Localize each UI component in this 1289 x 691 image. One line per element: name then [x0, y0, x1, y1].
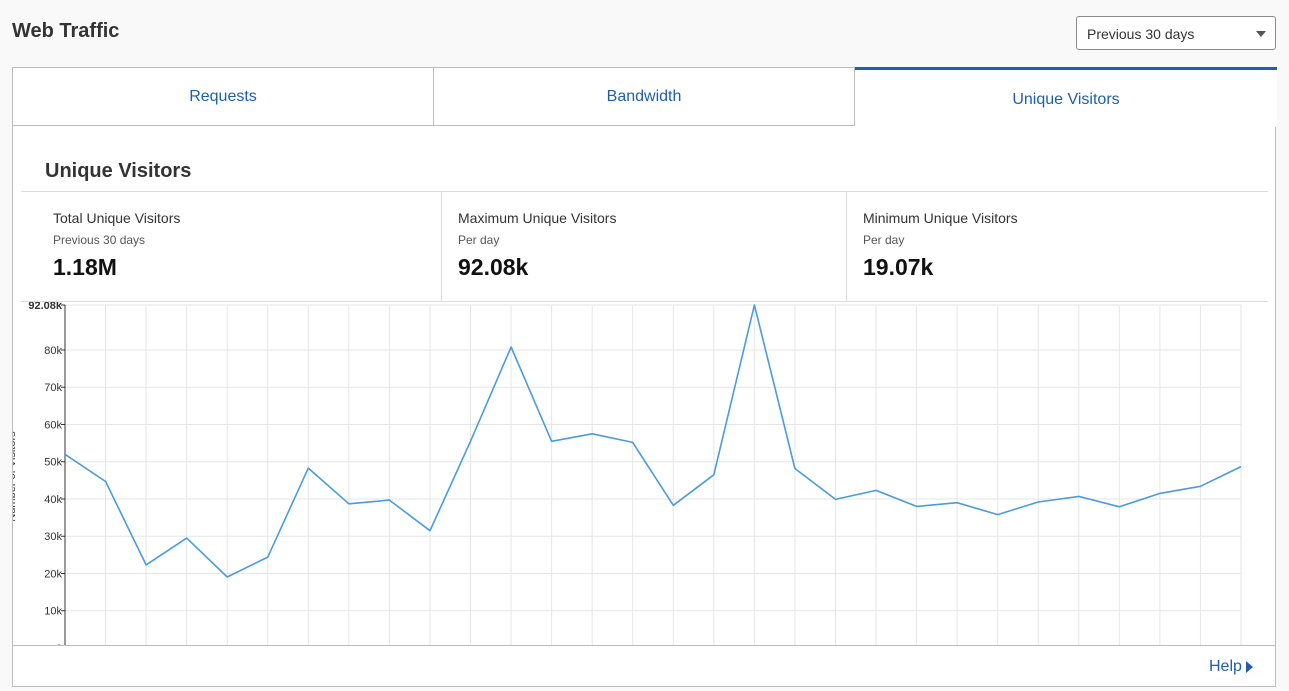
help-link[interactable]: Help: [1209, 658, 1253, 676]
tab-unique-visitors[interactable]: Unique Visitors: [855, 67, 1277, 127]
date-range-select[interactable]: Previous 30 days: [1076, 16, 1276, 50]
section-title: Unique Visitors: [45, 160, 192, 182]
stat-value: 1.18M: [53, 254, 117, 280]
stat-total-unique-visitors: Total Unique Visitors Previous 30 days 1…: [21, 192, 442, 302]
y-tick-label: 10k: [44, 606, 62, 618]
y-axis-title: Number of Visitors: [13, 431, 18, 522]
traffic-panel: Requests Bandwidth Unique Visitors Uniqu…: [6, 67, 1277, 687]
y-tick-label: 50k: [44, 457, 62, 469]
y-tick-label: 20k: [44, 568, 62, 580]
stat-label: Maximum Unique Visitors: [458, 210, 617, 226]
y-tick-label: 80k: [44, 345, 62, 357]
stat-value: 19.07k: [863, 254, 934, 280]
stat-label: Total Unique Visitors: [53, 210, 181, 226]
y-tick-label: 92.08k: [28, 302, 63, 312]
help-label: Help: [1209, 658, 1242, 675]
stat-max-unique-visitors: Maximum Unique Visitors Per day 92.08k: [442, 192, 847, 302]
stat-sublabel: Per day: [863, 233, 905, 247]
chart-svg: 010k20k30k40k50k60k70k80k92.08k03 AMSun …: [6, 300, 1258, 687]
tab-requests[interactable]: Requests: [13, 68, 434, 126]
divider: [21, 191, 1268, 192]
y-tick-label: 30k: [44, 531, 62, 543]
tab-bandwidth[interactable]: Bandwidth: [434, 68, 855, 126]
y-tick-label: 60k: [44, 419, 62, 431]
date-range-value: Previous 30 days: [1087, 26, 1195, 42]
caret-down-icon: [1256, 31, 1266, 37]
visitors-line-chart: 010k20k30k40k50k60k70k80k92.08k03 AMSun …: [6, 300, 1275, 687]
y-tick-label: 40k: [44, 494, 62, 506]
stat-label: Minimum Unique Visitors: [863, 210, 1018, 226]
y-tick-label: 70k: [44, 382, 62, 394]
stat-sublabel: Previous 30 days: [53, 233, 146, 247]
series-line: [64, 304, 1242, 578]
stat-sublabel: Per day: [458, 233, 500, 247]
divider: [13, 645, 1275, 646]
caret-right-icon: [1245, 661, 1253, 673]
page-title: Web Traffic: [12, 20, 120, 42]
stat-min-unique-visitors: Minimum Unique Visitors Per day 19.07k: [847, 192, 1268, 302]
stat-value: 92.08k: [458, 254, 529, 280]
divider: [21, 301, 1268, 302]
